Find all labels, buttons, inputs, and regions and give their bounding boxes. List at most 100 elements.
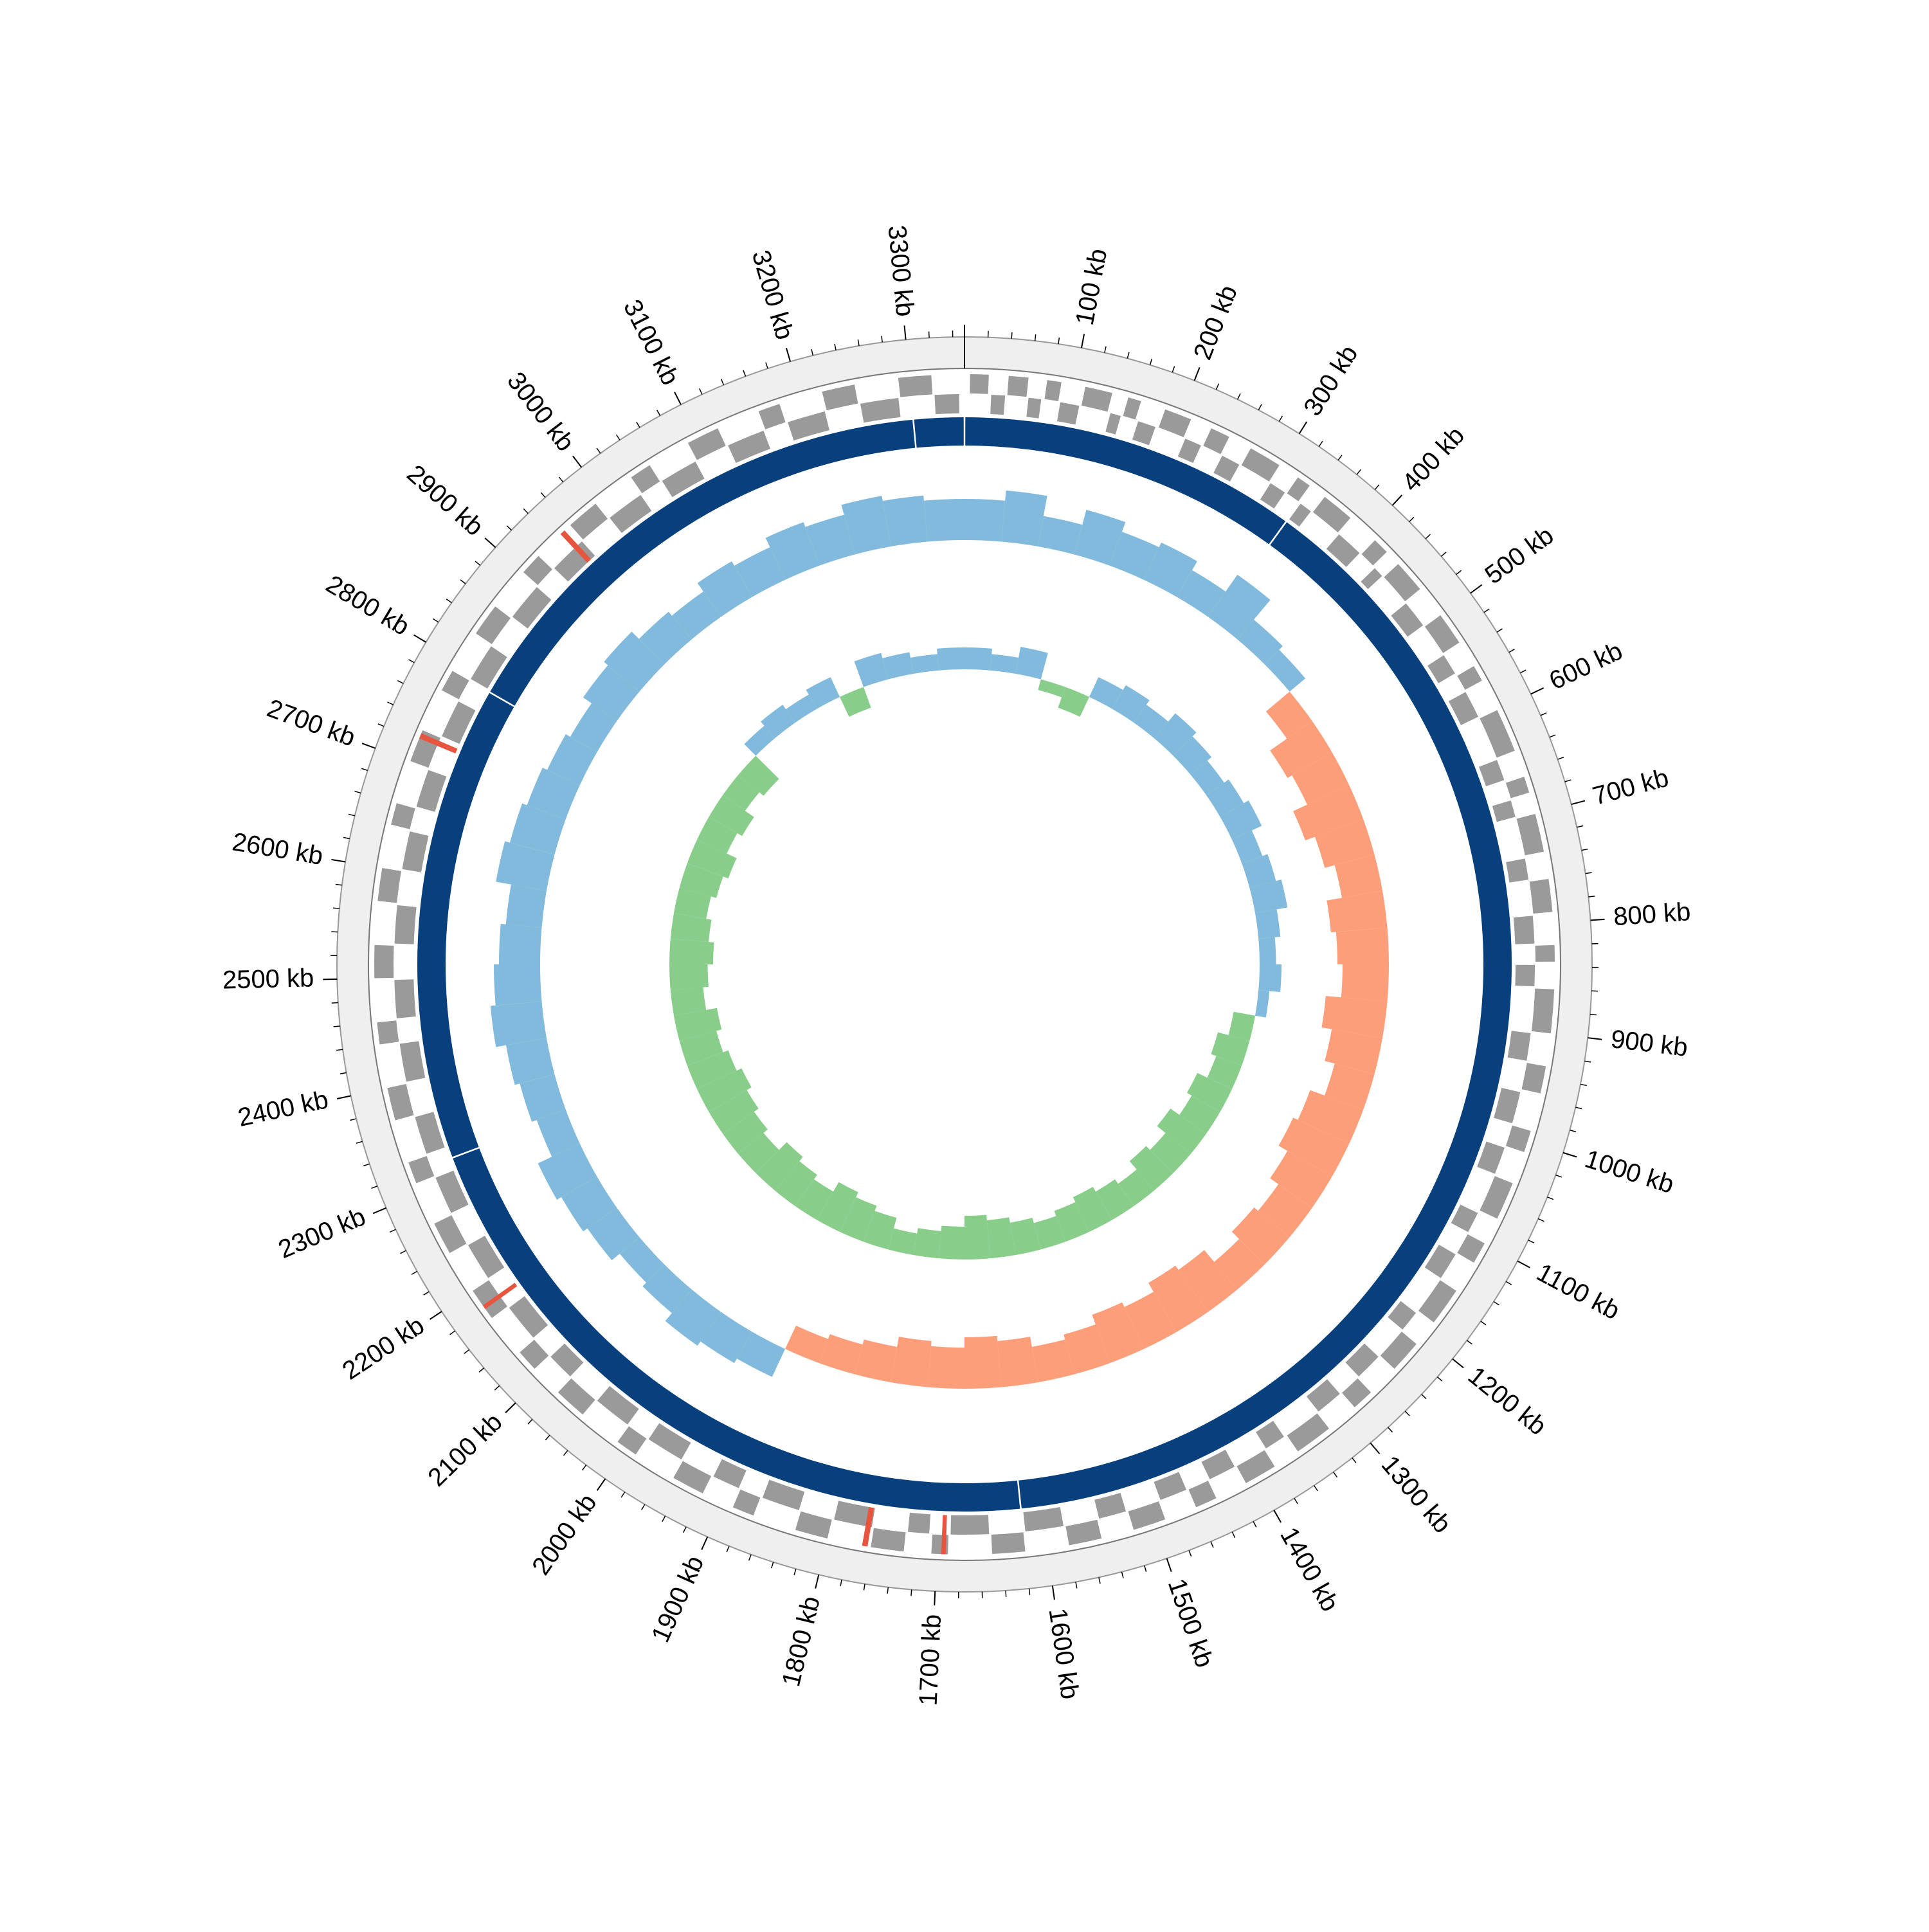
gene	[1506, 858, 1528, 882]
minor-tick	[1121, 1572, 1123, 1578]
gc-content-bar	[1255, 990, 1269, 1018]
tick-label: 2500 kb	[222, 964, 314, 994]
major-tick	[1531, 688, 1544, 694]
gene	[1289, 503, 1311, 527]
minor-tick	[1334, 1472, 1337, 1477]
major-tick	[323, 979, 337, 980]
tick-label: 1700 kb	[914, 1614, 946, 1706]
minor-tick	[1357, 469, 1361, 474]
tick-label: 1200 kb	[1463, 1361, 1552, 1441]
tick-label: 2800 kb	[321, 570, 414, 641]
minor-tick	[464, 1350, 469, 1353]
minor-tick	[1494, 1302, 1499, 1305]
minor-tick	[387, 702, 393, 705]
minor-tick	[1150, 359, 1152, 365]
minor-tick	[1580, 1084, 1587, 1085]
minor-tick	[1314, 1486, 1318, 1491]
gene	[970, 374, 989, 394]
gene	[400, 1041, 426, 1081]
tick-label: 3000 kb	[502, 367, 580, 457]
gc-skew-bar	[1336, 927, 1389, 964]
minor-tick	[564, 1450, 568, 1456]
gene	[1479, 760, 1504, 786]
minor-tick	[361, 768, 368, 770]
gene	[1506, 777, 1529, 798]
gene	[1178, 438, 1201, 463]
gc-skew-bar	[883, 496, 928, 546]
minor-tick	[433, 618, 438, 622]
gene	[1517, 814, 1544, 855]
gc-content-bar	[669, 939, 714, 964]
gc-content-bar	[1016, 647, 1048, 680]
minor-tick	[1029, 1589, 1030, 1595]
gene	[795, 1512, 832, 1539]
gene	[395, 905, 417, 944]
tick-label: 1300 kb	[1376, 1450, 1457, 1539]
tick-label: 1800 kb	[777, 1594, 826, 1690]
minor-tick	[460, 580, 466, 584]
gc-content-bar	[1255, 909, 1280, 939]
gene	[1260, 483, 1285, 509]
tick-label: 700 kb	[1589, 764, 1671, 811]
tick-label: 3300 kb	[882, 224, 919, 318]
gene	[1026, 398, 1041, 419]
gene	[1477, 1142, 1505, 1174]
gc-skew-bar	[1038, 516, 1083, 555]
minor-tick	[336, 1049, 343, 1050]
major-tick	[1167, 1558, 1172, 1572]
minor-tick	[1506, 1281, 1512, 1285]
gc-skew-bar	[499, 924, 542, 964]
gc-content-bar	[1038, 680, 1065, 698]
contig	[490, 420, 915, 706]
gene	[1008, 376, 1029, 397]
minor-tick	[332, 1002, 338, 1003]
minor-tick	[1426, 534, 1430, 539]
minor-tick	[446, 599, 451, 603]
gene	[1492, 800, 1516, 822]
minor-tick	[1538, 1219, 1544, 1222]
minor-tick	[811, 349, 813, 356]
gene	[387, 1084, 413, 1120]
minor-tick	[1035, 334, 1036, 341]
minor-tick	[1409, 517, 1414, 521]
major-tick	[1517, 1261, 1530, 1267]
minor-tick	[766, 363, 768, 368]
gene	[377, 868, 401, 903]
minor-tick	[911, 1590, 912, 1596]
gene	[990, 395, 1005, 415]
gc-content-bar	[937, 647, 964, 671]
minor-tick	[1145, 1566, 1146, 1572]
gc-skew-bar	[997, 1337, 1038, 1387]
major-tick	[485, 538, 495, 548]
gc-content-bar	[1258, 937, 1276, 964]
minor-tick	[1437, 1377, 1442, 1382]
tick-label: 2000 kb	[527, 1489, 602, 1580]
minor-tick	[642, 1504, 645, 1510]
minor-tick	[887, 1587, 888, 1594]
gc-content-bar	[964, 1215, 990, 1259]
tick-label: 2400 kb	[235, 1085, 331, 1132]
minor-tick	[475, 561, 480, 565]
tick-label: 2700 kb	[264, 694, 359, 752]
minor-tick	[772, 1562, 774, 1569]
major-tick	[362, 743, 376, 748]
gene	[377, 1020, 399, 1044]
gene	[1532, 988, 1554, 1033]
major-tick	[1392, 495, 1402, 505]
minor-tick	[559, 477, 563, 482]
gene	[1213, 456, 1239, 482]
major-tick	[1471, 585, 1482, 593]
minor-tick	[794, 1569, 796, 1575]
minor-tick	[1570, 1130, 1576, 1132]
minor-tick	[1497, 629, 1502, 632]
gene	[1045, 380, 1062, 401]
gc-content-bar	[1258, 964, 1281, 992]
minor-tick	[1319, 441, 1323, 446]
tick-label: 100 kb	[1071, 246, 1113, 327]
minor-tick	[1484, 609, 1489, 613]
minor-tick	[1011, 332, 1012, 339]
minor-tick	[1238, 393, 1240, 399]
gene	[1506, 1126, 1531, 1152]
minor-tick	[1456, 570, 1462, 574]
major-tick	[1453, 1359, 1463, 1368]
